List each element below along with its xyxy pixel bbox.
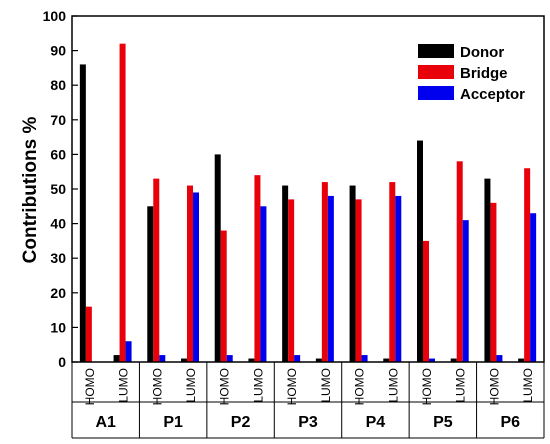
plot-frame: [71, 15, 545, 363]
orbital-tick-label: HOMO: [487, 368, 501, 405]
bar-donor: [113, 355, 120, 362]
bar-donor: [315, 358, 322, 362]
y-axis-ticks: 0 10 20 30 40 50 60 70 80 90 100: [43, 8, 78, 370]
group-label: A1: [95, 414, 116, 431]
orbital-tick-label: LUMO: [319, 368, 333, 403]
bar-bridge: [119, 43, 126, 363]
y-tick-label: 40: [50, 216, 66, 232]
bar-acceptor: [327, 195, 334, 362]
orbital-tick-label: HOMO: [420, 368, 434, 405]
bar-bridge: [220, 230, 227, 362]
legend-swatch-bridge: [418, 65, 454, 79]
orbital-tick-label: LUMO: [184, 368, 198, 403]
group-label: P4: [366, 414, 386, 431]
bar-acceptor: [429, 358, 435, 362]
bar-donor: [79, 64, 86, 362]
bar-bridge: [389, 182, 396, 362]
bar-acceptor: [496, 355, 503, 362]
bar-donor: [450, 358, 457, 362]
orbital-tick-label: HOMO: [83, 368, 97, 405]
group-label: P6: [500, 414, 520, 431]
y-tick-label: 0: [58, 354, 66, 370]
y-tick-label: 80: [50, 77, 66, 93]
bar-bridge: [524, 168, 531, 362]
orbital-tick-label: HOMO: [285, 368, 299, 405]
y-tick-label: 20: [50, 285, 66, 301]
legend-swatch-donor: [418, 44, 454, 58]
y-tick-label: 60: [50, 146, 66, 162]
bar-bridge: [423, 240, 429, 362]
bar-donor: [248, 358, 255, 362]
bar-acceptor: [395, 195, 402, 362]
legend-label-acceptor: Acceptor: [460, 86, 525, 103]
bar-bridge: [85, 306, 92, 362]
bar-acceptor: [226, 355, 233, 362]
y-tick-label: 90: [50, 43, 66, 59]
bar-bridge: [355, 199, 362, 362]
bars: [79, 43, 537, 363]
bar-acceptor: [361, 355, 368, 362]
bar-acceptor: [530, 213, 537, 362]
orbital-tick-label: LUMO: [117, 368, 131, 403]
legend-label-bridge: Bridge: [460, 65, 508, 82]
group-label: P1: [163, 414, 183, 431]
bar-donor: [518, 358, 525, 362]
bar-donor: [181, 358, 187, 362]
bar-donor: [214, 154, 221, 362]
orbital-tick-label: LUMO: [521, 368, 535, 403]
orbital-tick-label: LUMO: [251, 368, 265, 403]
group-label: P3: [298, 414, 318, 431]
orbital-tick-label: HOMO: [353, 368, 367, 405]
bar-acceptor: [159, 355, 166, 362]
legend: Donor Bridge Acceptor: [418, 44, 525, 103]
orbital-tick-label: HOMO: [218, 368, 232, 405]
y-axis-label: Contributions %: [20, 117, 41, 264]
bar-acceptor: [125, 341, 132, 362]
orbital-tick-label: LUMO: [454, 368, 468, 403]
bar-acceptor: [294, 355, 301, 362]
bar-bridge: [321, 182, 328, 362]
y-tick-label: 100: [43, 8, 67, 24]
orbital-tick-label: LUMO: [386, 368, 400, 403]
group-label: P2: [231, 414, 251, 431]
bar-donor: [349, 185, 356, 362]
bar-bridge: [153, 178, 160, 362]
y-tick-label: 30: [50, 250, 66, 266]
bar-donor: [383, 358, 390, 362]
bar-acceptor: [462, 220, 469, 362]
bar-donor: [417, 140, 423, 362]
y-tick-label: 50: [50, 181, 66, 197]
bar-acceptor: [193, 192, 199, 362]
bar-bridge: [187, 185, 193, 362]
orbital-tick-label: HOMO: [150, 368, 164, 405]
bar-donor: [282, 185, 289, 362]
legend-swatch-acceptor: [418, 86, 454, 100]
bar-bridge: [456, 161, 463, 362]
y-tick-label: 70: [50, 112, 66, 128]
bar-bridge: [288, 199, 295, 362]
bar-bridge: [490, 202, 497, 362]
bar-bridge: [254, 175, 261, 362]
group-label: P5: [433, 414, 453, 431]
y-tick-label: 10: [50, 319, 66, 335]
legend-label-donor: Donor: [460, 44, 504, 61]
bar-donor: [147, 206, 154, 362]
bar-donor: [484, 178, 491, 362]
bar-acceptor: [260, 206, 267, 362]
